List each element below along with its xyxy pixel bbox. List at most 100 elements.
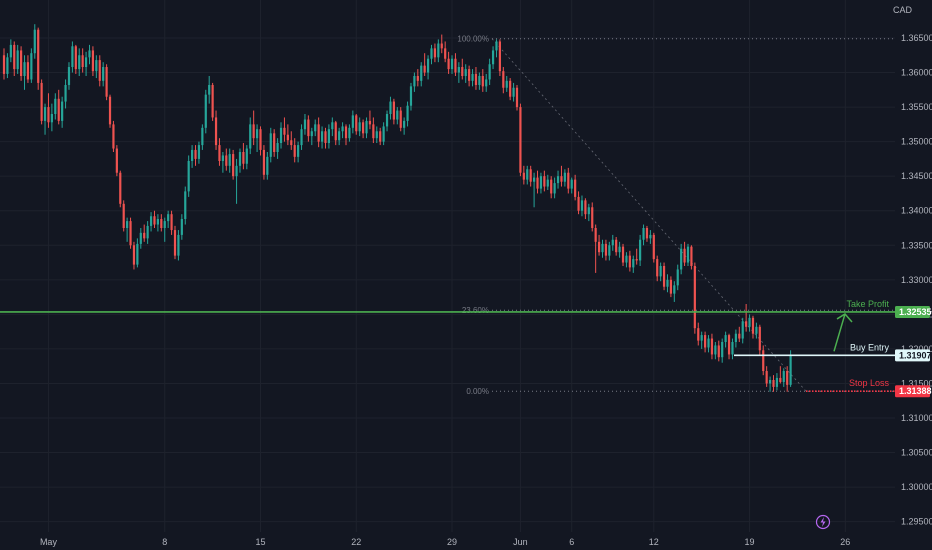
candle-body: [731, 342, 734, 355]
candle: [765, 366, 768, 387]
candle-body: [680, 248, 683, 270]
candle-body: [553, 183, 556, 194]
candle: [64, 79, 67, 109]
candle: [105, 64, 108, 101]
candle: [310, 127, 313, 146]
candle: [320, 126, 324, 149]
candle-body: [173, 230, 177, 256]
candle: [102, 62, 105, 87]
candle-body: [54, 98, 57, 114]
candle-body: [710, 338, 714, 355]
candle: [218, 138, 221, 166]
candle: [6, 53, 9, 79]
candle: [314, 119, 317, 137]
time-axis[interactable]: May 8 15 22 29 Jun 6 12 19 26: [40, 537, 850, 547]
candle: [95, 55, 98, 79]
time-tick-label: May: [40, 537, 58, 547]
candle-body: [91, 50, 95, 72]
time-tick-label: 15: [255, 537, 265, 547]
candle: [163, 217, 166, 242]
candle-body: [697, 328, 700, 341]
candle-body: [413, 76, 416, 87]
candle: [78, 48, 81, 76]
candle-body: [167, 214, 170, 222]
price-tick-label: 1.31500: [901, 378, 932, 388]
candle-body: [43, 107, 47, 121]
candle: [30, 48, 33, 83]
candle-body: [180, 219, 183, 235]
candle: [659, 262, 662, 282]
lightning-icon[interactable]: [815, 514, 831, 530]
candle: [255, 124, 259, 152]
candle: [242, 143, 245, 170]
candle: [751, 315, 755, 339]
candle: [519, 103, 522, 177]
candle: [461, 58, 464, 80]
candle: [509, 78, 512, 101]
candle-body: [601, 243, 604, 253]
candle: [580, 195, 584, 217]
candle-body: [512, 87, 515, 97]
candle: [43, 103, 47, 135]
candle-body: [47, 107, 50, 123]
candle-body: [717, 345, 720, 358]
price-axis[interactable]: CAD 1.36500 1.36000 1.35500 1.35000 1.34500 1…: [893, 5, 932, 527]
candle-body: [368, 120, 372, 125]
candle-body: [440, 43, 443, 49]
stop-loss-price-tag[interactable]: 1.31388: [895, 385, 932, 398]
candle: [587, 203, 590, 222]
candle: [143, 224, 146, 242]
candle-body: [426, 58, 430, 73]
candle: [594, 224, 597, 273]
candle: [177, 230, 180, 261]
candle-body: [33, 29, 36, 54]
candle: [307, 115, 310, 142]
candle: [683, 241, 686, 266]
buy-entry-price-tag-box: [895, 349, 930, 362]
up-arrow-icon: [833, 312, 853, 352]
fib-level-label: 0.00%: [466, 387, 489, 396]
candle: [700, 331, 703, 349]
candle: [789, 350, 792, 387]
candle: [71, 41, 74, 73]
candle-body: [454, 58, 457, 73]
candle: [300, 124, 303, 150]
candle-body: [50, 114, 53, 123]
candle-body: [461, 67, 464, 76]
candle-body: [556, 176, 560, 184]
candle-body: [649, 234, 652, 239]
candle: [543, 170, 546, 192]
candle: [635, 248, 638, 265]
candle: [173, 225, 177, 260]
candle-body: [748, 317, 751, 327]
candle: [539, 172, 543, 194]
candle: [228, 148, 231, 173]
candle: [317, 117, 320, 148]
candle-body: [420, 65, 423, 81]
candle: [331, 117, 334, 137]
price-levels[interactable]: Take Profit Buy Entry Stop Loss: [0, 299, 895, 392]
candle: [167, 210, 170, 228]
candle-body: [23, 62, 26, 76]
grid: [0, 0, 895, 532]
buy-entry-price-tag[interactable]: 1.31907: [895, 349, 932, 362]
take-profit-label: Take Profit: [846, 299, 889, 309]
candle: [437, 39, 440, 63]
candle-body: [639, 239, 642, 261]
candle: [262, 145, 266, 180]
candle-body: [286, 134, 289, 141]
candle: [334, 120, 337, 146]
candle-body: [782, 371, 785, 383]
take-profit-price-tag[interactable]: 1.32535: [895, 305, 932, 318]
candle-body: [683, 248, 686, 263]
candle-body: [26, 62, 30, 80]
candle-body: [669, 279, 672, 294]
candle-body: [522, 172, 525, 180]
candle-body: [721, 342, 724, 358]
candle: [621, 243, 625, 266]
time-tick-label: 26: [840, 537, 850, 547]
fibonacci-retracement[interactable]: 100.00% 23.60% 0.00%: [457, 35, 895, 397]
price-tick-label: 1.36500: [901, 33, 932, 43]
